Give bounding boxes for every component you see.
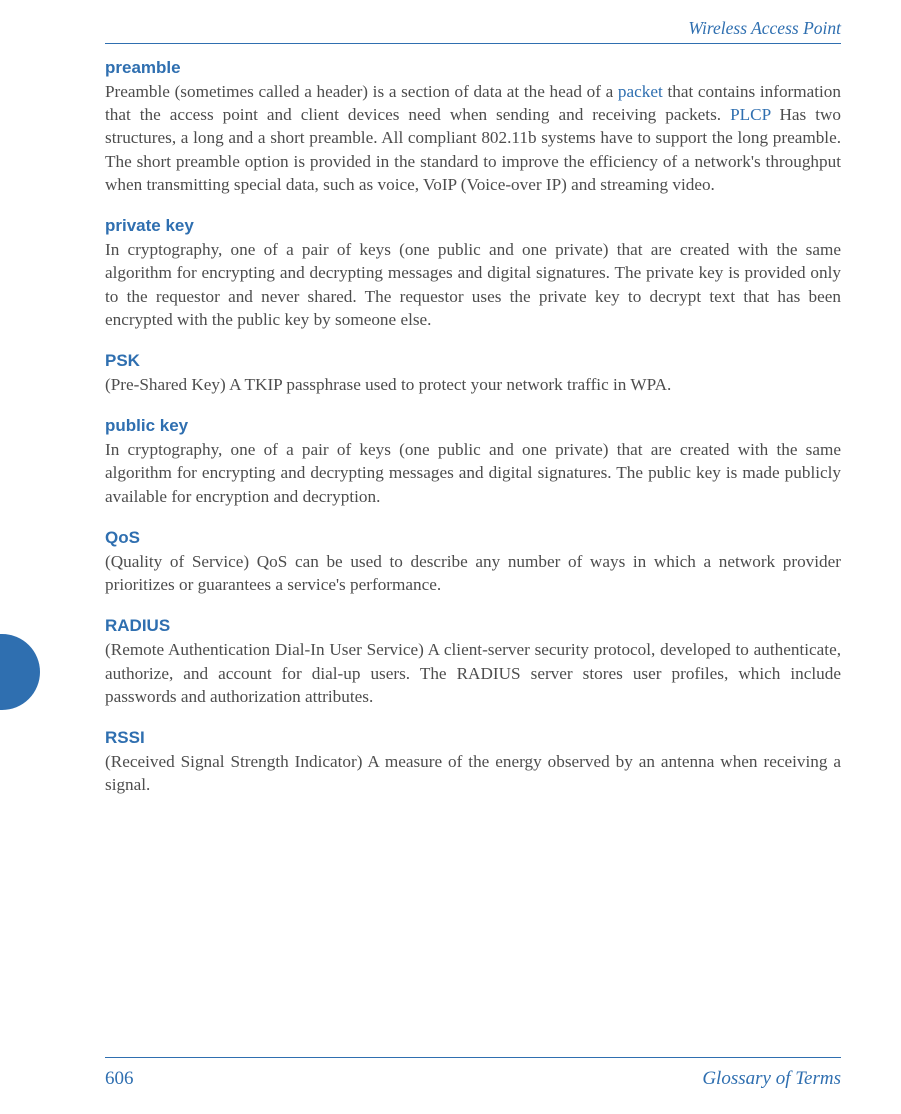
page-footer: 606 Glossary of Terms xyxy=(105,1068,841,1090)
term-title: QoS xyxy=(105,528,841,548)
term-body: In cryptography, one of a pair of keys (… xyxy=(105,238,841,331)
term-title: RSSI xyxy=(105,728,841,748)
glossary-link[interactable]: packet xyxy=(618,82,663,101)
term-title: private key xyxy=(105,216,841,236)
term-body: (Remote Authentication Dial-In User Serv… xyxy=(105,638,841,708)
term-body: (Pre-Shared Key) A TKIP passphrase used … xyxy=(105,373,841,396)
term-body: In cryptography, one of a pair of keys (… xyxy=(105,438,841,508)
page-header: Wireless Access Point xyxy=(105,18,841,44)
term-title: preamble xyxy=(105,58,841,78)
page-container: Wireless Access Point preamblePreamble (… xyxy=(0,0,901,1114)
term-title: RADIUS xyxy=(105,616,841,636)
footer-section-title: Glossary of Terms xyxy=(702,1068,841,1090)
side-tab-marker xyxy=(0,634,40,710)
footer-rule xyxy=(105,1057,841,1058)
glossary-entries: preamblePreamble (sometimes called a hea… xyxy=(105,58,841,796)
glossary-link[interactable]: PLCP xyxy=(730,105,770,124)
page-number: 606 xyxy=(105,1068,134,1090)
term-title: public key xyxy=(105,416,841,436)
term-body: (Received Signal Strength Indicator) A m… xyxy=(105,750,841,796)
term-title: PSK xyxy=(105,351,841,371)
term-body: Preamble (sometimes called a header) is … xyxy=(105,80,841,196)
term-body: (Quality of Service) QoS can be used to … xyxy=(105,550,841,596)
